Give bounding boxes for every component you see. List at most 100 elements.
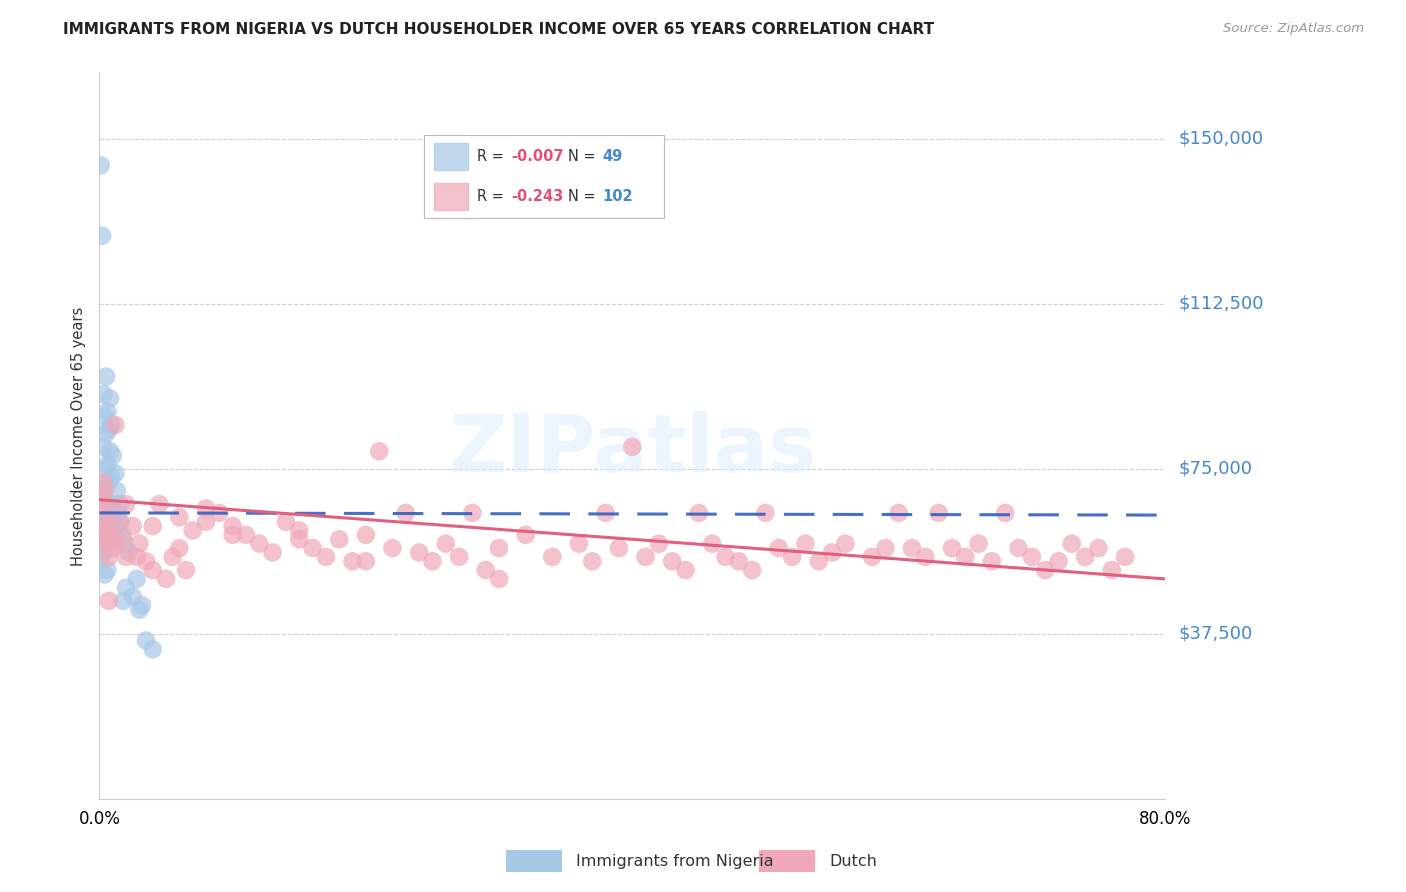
Point bbox=[104, 537, 127, 551]
Text: ZIPatlas: ZIPatlas bbox=[449, 411, 817, 490]
Point bbox=[980, 554, 1002, 568]
Point bbox=[541, 549, 564, 564]
Point bbox=[105, 483, 128, 498]
Point bbox=[1021, 549, 1043, 564]
Text: $112,500: $112,500 bbox=[1180, 295, 1264, 313]
Point bbox=[98, 501, 121, 516]
Point bbox=[368, 444, 391, 458]
Point bbox=[515, 528, 537, 542]
Point bbox=[301, 541, 323, 555]
Point bbox=[162, 549, 184, 564]
Point bbox=[94, 528, 117, 542]
Point bbox=[108, 515, 131, 529]
Point bbox=[607, 541, 630, 555]
Point bbox=[98, 497, 121, 511]
Point bbox=[135, 633, 157, 648]
Point bbox=[621, 440, 644, 454]
Point bbox=[887, 506, 910, 520]
Y-axis label: Householder Income Over 65 years: Householder Income Over 65 years bbox=[72, 306, 86, 566]
Point bbox=[128, 602, 150, 616]
Point bbox=[780, 549, 803, 564]
Point bbox=[449, 549, 471, 564]
Point bbox=[354, 554, 377, 568]
Point bbox=[1047, 554, 1070, 568]
Point bbox=[104, 417, 127, 432]
Point bbox=[101, 449, 124, 463]
Text: IMMIGRANTS FROM NIGERIA VS DUTCH HOUSEHOLDER INCOME OVER 65 YEARS CORRELATION CH: IMMIGRANTS FROM NIGERIA VS DUTCH HOUSEHO… bbox=[63, 22, 935, 37]
Point bbox=[461, 506, 484, 520]
Point bbox=[93, 492, 115, 507]
Point bbox=[94, 483, 117, 498]
Point bbox=[794, 537, 817, 551]
Point bbox=[90, 549, 112, 564]
Point bbox=[100, 471, 122, 485]
Point bbox=[727, 554, 749, 568]
Point bbox=[125, 572, 148, 586]
Point bbox=[169, 541, 191, 555]
Text: Source: ZipAtlas.com: Source: ZipAtlas.com bbox=[1223, 22, 1364, 36]
Point bbox=[94, 537, 117, 551]
Point bbox=[315, 549, 337, 564]
Point bbox=[94, 567, 117, 582]
Point bbox=[422, 554, 444, 568]
Point bbox=[381, 541, 404, 555]
Point bbox=[103, 519, 125, 533]
Point bbox=[142, 642, 165, 657]
Point bbox=[98, 444, 121, 458]
Point bbox=[860, 549, 883, 564]
Point bbox=[98, 392, 121, 406]
Point bbox=[142, 519, 165, 533]
Point bbox=[169, 510, 191, 524]
Point bbox=[702, 537, 724, 551]
Point bbox=[111, 528, 134, 542]
Point bbox=[121, 519, 143, 533]
Point bbox=[155, 572, 177, 586]
Point bbox=[91, 228, 114, 243]
Point bbox=[395, 506, 418, 520]
Point bbox=[174, 563, 197, 577]
Point bbox=[148, 497, 170, 511]
Point bbox=[1087, 541, 1109, 555]
Point bbox=[94, 479, 117, 493]
Point bbox=[90, 158, 112, 172]
Point bbox=[1007, 541, 1029, 555]
Point bbox=[834, 537, 856, 551]
Point bbox=[96, 458, 118, 472]
Text: $75,000: $75,000 bbox=[1180, 460, 1253, 478]
Point bbox=[93, 545, 115, 559]
Point bbox=[595, 506, 617, 520]
Point bbox=[1114, 549, 1136, 564]
Point bbox=[101, 541, 124, 555]
Point bbox=[94, 409, 117, 423]
Point bbox=[247, 537, 270, 551]
Point bbox=[97, 475, 120, 489]
Point bbox=[115, 497, 138, 511]
Point bbox=[288, 533, 311, 547]
Point bbox=[97, 528, 120, 542]
Point bbox=[97, 422, 120, 436]
Point bbox=[131, 599, 153, 613]
Point bbox=[288, 524, 311, 538]
Point bbox=[195, 515, 218, 529]
Point bbox=[208, 506, 231, 520]
Point bbox=[101, 501, 124, 516]
Point bbox=[108, 497, 131, 511]
Point bbox=[115, 581, 138, 595]
Point bbox=[875, 541, 897, 555]
Point bbox=[94, 462, 117, 476]
Point bbox=[955, 549, 977, 564]
Point bbox=[568, 537, 591, 551]
Point bbox=[768, 541, 790, 555]
Point bbox=[112, 594, 135, 608]
Point bbox=[235, 528, 257, 542]
Point bbox=[107, 506, 129, 520]
Point bbox=[104, 519, 127, 533]
Point bbox=[354, 528, 377, 542]
Point bbox=[100, 417, 122, 432]
Point bbox=[96, 563, 118, 577]
Point bbox=[142, 563, 165, 577]
Point bbox=[115, 549, 138, 564]
Text: $150,000: $150,000 bbox=[1180, 130, 1264, 148]
Point bbox=[221, 519, 243, 533]
Point bbox=[96, 405, 118, 419]
